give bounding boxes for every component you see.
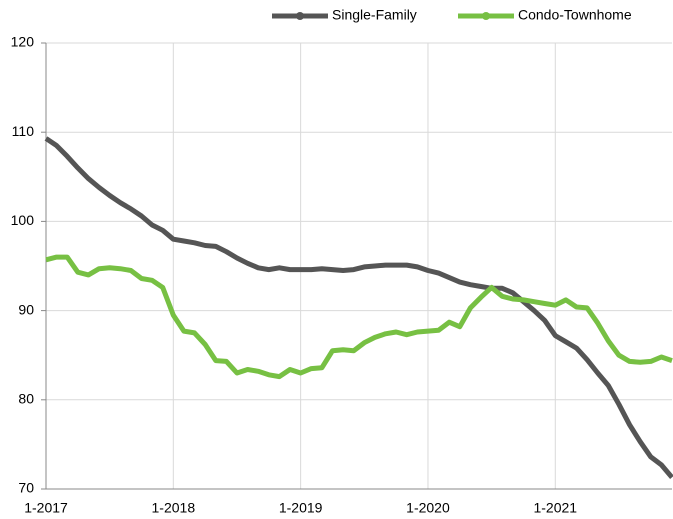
x-tick-label: 1-2018 bbox=[152, 500, 196, 516]
y-tick-label: 70 bbox=[18, 480, 34, 496]
y-tick-label: 90 bbox=[18, 301, 34, 317]
y-tick-label: 120 bbox=[11, 34, 35, 50]
x-tick-label: 1-2017 bbox=[24, 500, 68, 516]
legend-swatch bbox=[296, 12, 304, 20]
line bbox=[44, 136, 673, 480]
legend-label: Single-Family bbox=[332, 7, 417, 23]
x-tick-label: 1-2020 bbox=[406, 500, 450, 516]
line bbox=[45, 254, 673, 380]
legend-label: Condo-Townhome bbox=[518, 7, 632, 23]
y-tick-label: 110 bbox=[12, 123, 35, 139]
y-tick-label: 100 bbox=[11, 212, 35, 228]
x-tick-label: 1-2021 bbox=[533, 500, 577, 516]
y-tick-label: 80 bbox=[18, 391, 34, 407]
x-tick-label: 1-2019 bbox=[279, 500, 323, 516]
legend-swatch bbox=[482, 12, 490, 20]
